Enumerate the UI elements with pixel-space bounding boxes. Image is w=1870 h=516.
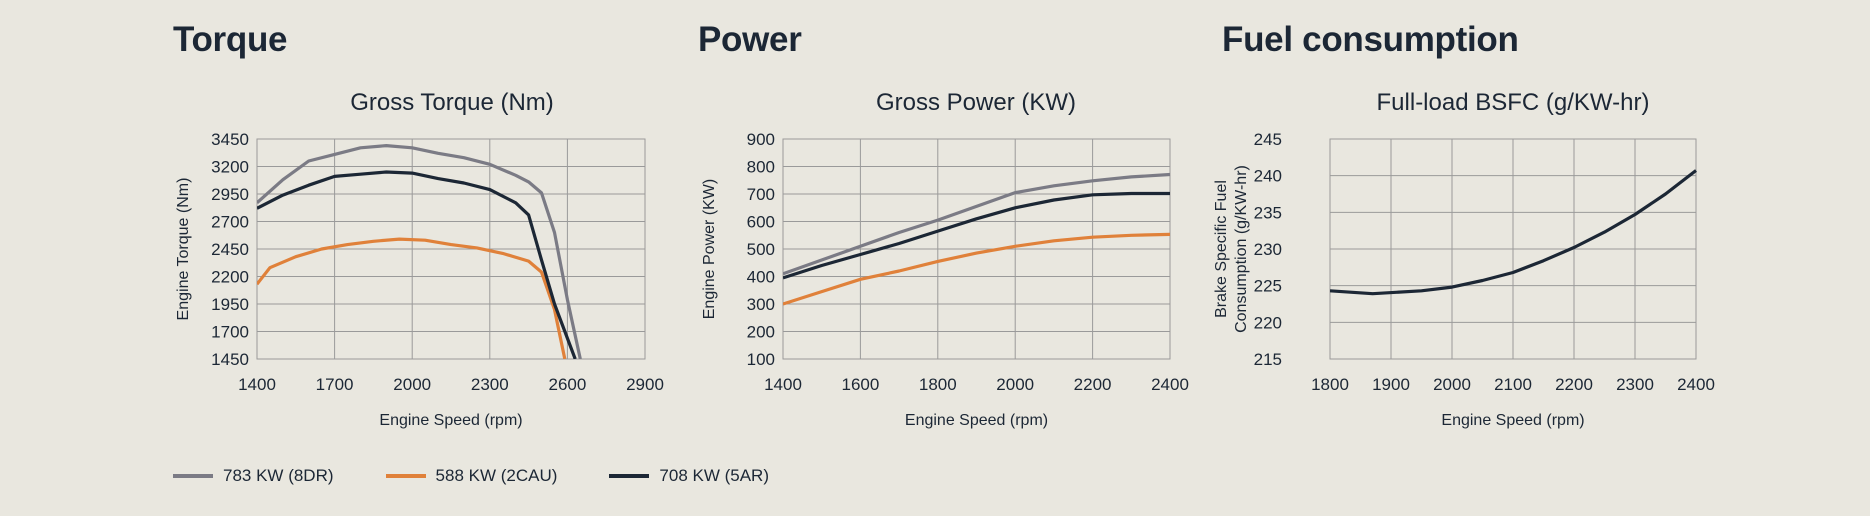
x-tick-label: 2400 [1677,375,1715,394]
x-tick-label: 2000 [996,375,1034,394]
y-tick-label: 3200 [211,158,249,177]
legend-item-783kw: 783 KW (8DR) [173,466,334,486]
legend-item-708kw: 708 KW (5AR) [609,466,769,486]
y-axis-label: Engine Power (KW) [701,179,718,320]
y-tick-label: 100 [747,350,775,369]
y-tick-label: 225 [1254,277,1282,296]
legend-label-783kw: 783 KW (8DR) [223,466,334,485]
legend: 783 KW (8DR) 588 KW (2CAU) 708 KW (5AR) [173,466,769,486]
y-tick-label: 240 [1254,167,1282,186]
chart-torque: Gross Torque (Nm) 1400 1700 2000 2300 2600 290… [175,89,664,429]
x-tick-label: 1800 [1311,375,1349,394]
series-line-783-kw-8dr [783,172,1171,276]
chart-fuel: Full-load BSFC (g/KW-hr) 1800 1900 2000 2100… [1213,89,1715,429]
x-tick-label: 2000 [393,375,431,394]
y-tick-label: 2450 [211,240,249,259]
x-tick-label: 1900 [1372,375,1410,394]
chart-title: Gross Power (KW) [876,89,1076,116]
x-tick-label: 2100 [1494,375,1532,394]
series-line-708-kw-5ar [257,170,577,359]
y-tick-label: 230 [1254,240,1282,259]
x-axis-label: Engine Speed (rpm) [905,412,1048,429]
y-tick-label: 1700 [211,323,249,342]
chart-title: Full-load BSFC (g/KW-hr) [1377,89,1650,116]
y-axis-label-line2: Consumption (g/KW-hr) [1233,165,1250,333]
chart-title: Gross Torque (Nm) [350,89,554,116]
y-tick-label: 700 [747,185,775,204]
y-tick-label: 2700 [211,213,249,232]
x-tick-label: 2900 [626,375,664,394]
y-tick-label: 800 [747,158,775,177]
y-axis-label: Brake Specific Fuel Consumption (g/KW-hr) [1213,165,1250,333]
series-line-588-kw-2cau [783,232,1171,306]
y-tick-label: 215 [1254,350,1282,369]
section-heading-fuel: Fuel consumption [1222,20,1519,59]
x-tick-label: 2400 [1151,375,1189,394]
y-tick-label: 1950 [211,295,249,314]
x-tick-label: 2200 [1074,375,1112,394]
y-tick-label: 2200 [211,268,249,287]
section-heading-power: Power [698,20,802,59]
plot-frame [782,138,1171,360]
series-line-708-kw-5ar [1330,169,1697,296]
x-tick-label: 2600 [548,375,586,394]
x-tick-label: 2300 [471,375,509,394]
legend-label-588kw: 588 KW (2CAU) [435,466,558,485]
x-axis-label: Engine Speed (rpm) [379,412,522,429]
legend-swatch-708kw [609,474,650,478]
chart-power: Gross Power (KW) 1400 1600 1800 2000 2200 2400… [701,89,1189,429]
y-tick-label: 200 [747,323,775,342]
y-tick-label: 235 [1254,203,1282,222]
y-tick-label: 500 [747,240,775,259]
y-tick-label: 600 [747,213,775,232]
series-line-588-kw-2cau [257,237,567,359]
plot-frame [1329,138,1697,360]
x-tick-label: 1700 [316,375,354,394]
x-axis-label: Engine Speed (rpm) [1441,412,1584,429]
legend-swatch-588kw [385,474,426,478]
y-axis-label: Engine Torque (Nm) [175,178,192,321]
y-tick-label: 220 [1254,313,1282,332]
y-tick-label: 900 [747,130,775,149]
x-tick-label: 1400 [764,375,802,394]
series-line-783-kw-8dr [257,144,582,359]
x-tick-label: 2200 [1555,375,1593,394]
y-tick-label: 300 [747,295,775,314]
legend-swatch-783kw [173,474,213,478]
x-tick-label: 2300 [1616,375,1654,394]
y-tick-label: 400 [747,268,775,287]
x-tick-label: 1600 [841,375,879,394]
y-tick-label: 2950 [211,185,249,204]
x-tick-label: 1400 [238,375,276,394]
legend-item-588kw: 588 KW (2CAU) [385,466,558,486]
section-heading-torque: Torque [173,20,288,59]
plot-frame [256,138,646,360]
series-line-708-kw-5ar [783,191,1170,280]
y-axis-label-line1: Brake Specific Fuel [1213,180,1230,318]
x-tick-label: 2000 [1433,375,1471,394]
legend-label-708kw: 708 KW (5AR) [659,466,769,485]
y-tick-label: 245 [1254,130,1282,149]
x-tick-label: 1800 [919,375,957,394]
y-tick-label: 1450 [211,350,249,369]
y-tick-label: 3450 [211,130,249,149]
